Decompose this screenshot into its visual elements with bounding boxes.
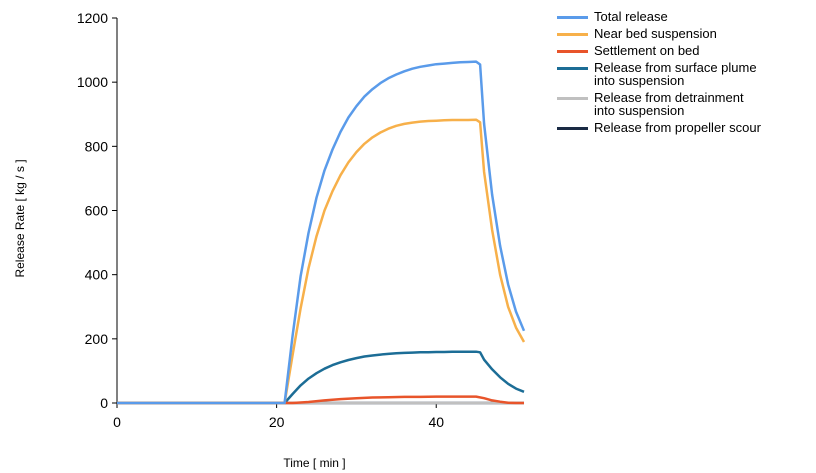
legend-label: Release from surface plume into suspensi…: [594, 60, 757, 88]
series-line: [117, 350, 525, 405]
legend-item: Near bed suspension: [557, 25, 812, 42]
y-tick-label: 600: [85, 203, 109, 219]
legend-swatch: [557, 33, 588, 36]
x-tick-label: 20: [269, 414, 285, 430]
x-ticks: 0 20 40: [113, 403, 444, 430]
x-tick-label: 0: [113, 414, 121, 430]
y-tick-label: 800: [85, 138, 109, 154]
y-tick-label: 400: [85, 267, 109, 283]
legend-label: Release from detrainment into suspension: [594, 90, 744, 118]
legend-swatch: [557, 97, 588, 100]
legend: Total release Near bed suspension Settleme…: [557, 8, 812, 136]
legend-label: Settlement on bed: [594, 43, 700, 58]
legend-swatch: [557, 67, 588, 70]
legend-item: Settlement on bed: [557, 42, 812, 59]
series-line: [117, 395, 524, 405]
legend-swatch: [557, 16, 588, 19]
legend-swatch: [557, 127, 588, 130]
legend-item: Release from surface plume into suspensi…: [557, 59, 812, 89]
legend-item: Release from propeller scour: [557, 119, 812, 136]
series-lines: [117, 60, 526, 405]
legend-label: Total release: [594, 9, 668, 24]
legend-swatch: [557, 50, 588, 53]
series-line: [117, 118, 526, 405]
series-line: [117, 60, 526, 405]
x-tick-label: 40: [428, 414, 444, 430]
x-axis-title: Time [ min ]: [283, 456, 345, 470]
legend-item: Total release: [557, 8, 812, 25]
y-tick-label: 0: [100, 395, 108, 411]
y-ticks: 0 200 400 600 800 1000 1200: [77, 10, 117, 411]
y-tick-label: 1000: [77, 74, 108, 90]
legend-label: Near bed suspension: [594, 26, 717, 41]
legend-item: Release from detrainment into suspension: [557, 89, 812, 119]
y-tick-label: 200: [85, 331, 109, 347]
y-tick-label: 1200: [77, 10, 108, 26]
y-axis-title: Release Rate [ kg / s ]: [13, 159, 27, 277]
legend-label: Release from propeller scour: [594, 120, 761, 135]
